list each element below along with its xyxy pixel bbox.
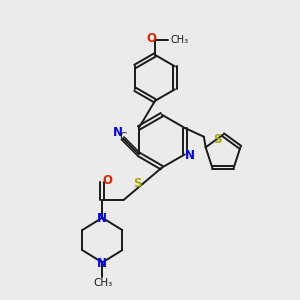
- Text: N: N: [97, 257, 107, 271]
- Text: CH₃: CH₃: [171, 35, 189, 45]
- Text: O: O: [103, 173, 112, 187]
- Text: CH₃: CH₃: [93, 278, 112, 287]
- Text: N: N: [97, 212, 107, 225]
- Text: C: C: [119, 132, 126, 142]
- Text: N: N: [113, 126, 123, 140]
- Text: S: S: [133, 177, 142, 190]
- Text: N: N: [185, 148, 195, 161]
- Text: O: O: [146, 32, 157, 45]
- Text: S: S: [213, 133, 221, 146]
